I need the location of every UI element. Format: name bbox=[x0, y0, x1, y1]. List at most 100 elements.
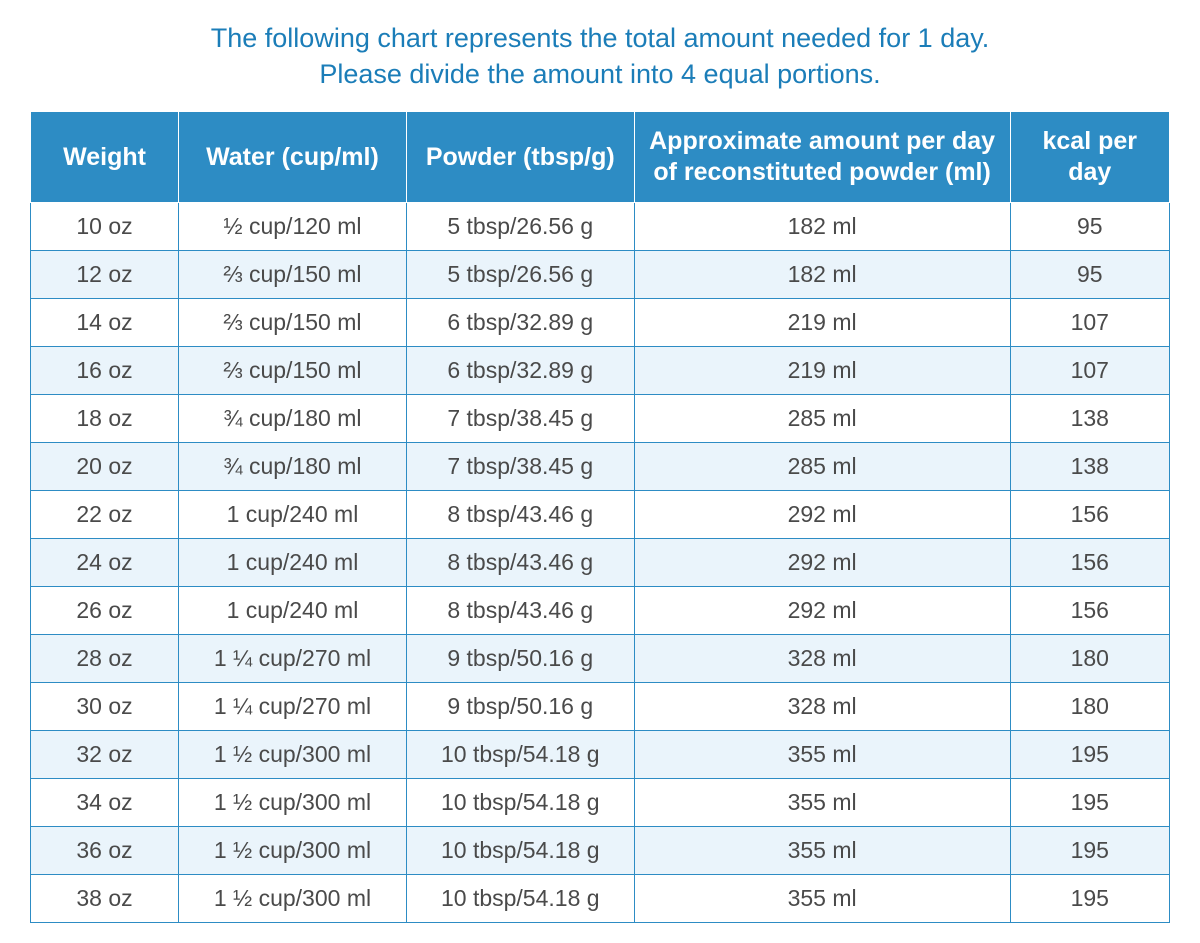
table-cell: 14 oz bbox=[31, 299, 179, 347]
table-row: 26 oz1 cup/240 ml8 tbsp/43.46 g292 ml156 bbox=[31, 587, 1170, 635]
table-cell: 328 ml bbox=[634, 635, 1010, 683]
table-row: 28 oz1 ¼ cup/270 ml9 tbsp/50.16 g328 ml1… bbox=[31, 635, 1170, 683]
table-header-row: Weight Water (cup/ml) Powder (tbsp/g) Ap… bbox=[31, 111, 1170, 203]
table-cell: 292 ml bbox=[634, 491, 1010, 539]
table-cell: ¾ cup/180 ml bbox=[179, 443, 407, 491]
table-cell: 10 tbsp/54.18 g bbox=[406, 827, 634, 875]
table-cell: 1 cup/240 ml bbox=[179, 491, 407, 539]
table-cell: 180 bbox=[1010, 635, 1169, 683]
table-cell: 1 cup/240 ml bbox=[179, 539, 407, 587]
table-cell: 32 oz bbox=[31, 731, 179, 779]
table-cell: 138 bbox=[1010, 395, 1169, 443]
table-cell: 1 ½ cup/300 ml bbox=[179, 731, 407, 779]
table-row: 24 oz1 cup/240 ml8 tbsp/43.46 g292 ml156 bbox=[31, 539, 1170, 587]
table-row: 38 oz1 ½ cup/300 ml10 tbsp/54.18 g355 ml… bbox=[31, 875, 1170, 923]
table-cell: 26 oz bbox=[31, 587, 179, 635]
col-header-reconstituted: Approximate amount per day of reconstitu… bbox=[634, 111, 1010, 203]
table-cell: 182 ml bbox=[634, 203, 1010, 251]
table-cell: 30 oz bbox=[31, 683, 179, 731]
table-cell: 38 oz bbox=[31, 875, 179, 923]
table-cell: 20 oz bbox=[31, 443, 179, 491]
table-cell: 285 ml bbox=[634, 395, 1010, 443]
table-cell: 24 oz bbox=[31, 539, 179, 587]
table-cell: 1 ½ cup/300 ml bbox=[179, 875, 407, 923]
table-cell: 22 oz bbox=[31, 491, 179, 539]
table-cell: 1 ¼ cup/270 ml bbox=[179, 635, 407, 683]
table-row: 36 oz1 ½ cup/300 ml10 tbsp/54.18 g355 ml… bbox=[31, 827, 1170, 875]
table-cell: 219 ml bbox=[634, 347, 1010, 395]
col-header-weight: Weight bbox=[31, 111, 179, 203]
table-cell: 292 ml bbox=[634, 539, 1010, 587]
table-row: 22 oz1 cup/240 ml8 tbsp/43.46 g292 ml156 bbox=[31, 491, 1170, 539]
table-cell: 355 ml bbox=[634, 827, 1010, 875]
table-cell: 1 ¼ cup/270 ml bbox=[179, 683, 407, 731]
table-cell: 156 bbox=[1010, 491, 1169, 539]
table-cell: 219 ml bbox=[634, 299, 1010, 347]
table-cell: 9 tbsp/50.16 g bbox=[406, 635, 634, 683]
table-row: 18 oz¾ cup/180 ml7 tbsp/38.45 g285 ml138 bbox=[31, 395, 1170, 443]
table-row: 12 oz⅔ cup/150 ml5 tbsp/26.56 g182 ml95 bbox=[31, 251, 1170, 299]
table-row: 34 oz1 ½ cup/300 ml10 tbsp/54.18 g355 ml… bbox=[31, 779, 1170, 827]
table-cell: ½ cup/120 ml bbox=[179, 203, 407, 251]
table-cell: ⅔ cup/150 ml bbox=[179, 347, 407, 395]
table-cell: 285 ml bbox=[634, 443, 1010, 491]
table-cell: 6 tbsp/32.89 g bbox=[406, 299, 634, 347]
table-cell: 34 oz bbox=[31, 779, 179, 827]
col-header-water: Water (cup/ml) bbox=[179, 111, 407, 203]
table-row: 30 oz1 ¼ cup/270 ml9 tbsp/50.16 g328 ml1… bbox=[31, 683, 1170, 731]
table-cell: 355 ml bbox=[634, 731, 1010, 779]
table-cell: 156 bbox=[1010, 587, 1169, 635]
table-cell: 355 ml bbox=[634, 779, 1010, 827]
table-cell: 328 ml bbox=[634, 683, 1010, 731]
table-cell: 156 bbox=[1010, 539, 1169, 587]
table-cell: 9 tbsp/50.16 g bbox=[406, 683, 634, 731]
chart-title-line2: Please divide the amount into 4 equal po… bbox=[319, 59, 880, 89]
table-row: 20 oz¾ cup/180 ml7 tbsp/38.45 g285 ml138 bbox=[31, 443, 1170, 491]
table-cell: 8 tbsp/43.46 g bbox=[406, 539, 634, 587]
table-cell: 95 bbox=[1010, 251, 1169, 299]
table-cell: 8 tbsp/43.46 g bbox=[406, 587, 634, 635]
table-cell: 6 tbsp/32.89 g bbox=[406, 347, 634, 395]
col-header-kcal: kcal per day bbox=[1010, 111, 1169, 203]
table-cell: 10 tbsp/54.18 g bbox=[406, 875, 634, 923]
table-cell: 18 oz bbox=[31, 395, 179, 443]
table-cell: 1 ½ cup/300 ml bbox=[179, 779, 407, 827]
table-cell: 1 cup/240 ml bbox=[179, 587, 407, 635]
table-cell: 195 bbox=[1010, 827, 1169, 875]
table-cell: 5 tbsp/26.56 g bbox=[406, 251, 634, 299]
table-row: 14 oz⅔ cup/150 ml6 tbsp/32.89 g219 ml107 bbox=[31, 299, 1170, 347]
feeding-table: Weight Water (cup/ml) Powder (tbsp/g) Ap… bbox=[30, 111, 1170, 924]
table-cell: 10 tbsp/54.18 g bbox=[406, 779, 634, 827]
table-row: 16 oz⅔ cup/150 ml6 tbsp/32.89 g219 ml107 bbox=[31, 347, 1170, 395]
table-cell: 16 oz bbox=[31, 347, 179, 395]
table-body: 10 oz½ cup/120 ml5 tbsp/26.56 g182 ml951… bbox=[31, 203, 1170, 923]
table-cell: 36 oz bbox=[31, 827, 179, 875]
table-cell: 95 bbox=[1010, 203, 1169, 251]
table-cell: 7 tbsp/38.45 g bbox=[406, 395, 634, 443]
table-cell: 107 bbox=[1010, 347, 1169, 395]
chart-title: The following chart represents the total… bbox=[30, 20, 1170, 93]
table-cell: 28 oz bbox=[31, 635, 179, 683]
table-cell: 195 bbox=[1010, 875, 1169, 923]
table-cell: 12 oz bbox=[31, 251, 179, 299]
table-row: 32 oz1 ½ cup/300 ml10 tbsp/54.18 g355 ml… bbox=[31, 731, 1170, 779]
chart-title-line1: The following chart represents the total… bbox=[211, 23, 989, 53]
table-cell: 10 tbsp/54.18 g bbox=[406, 731, 634, 779]
table-row: 10 oz½ cup/120 ml5 tbsp/26.56 g182 ml95 bbox=[31, 203, 1170, 251]
table-cell: 355 ml bbox=[634, 875, 1010, 923]
table-cell: 292 ml bbox=[634, 587, 1010, 635]
table-cell: ¾ cup/180 ml bbox=[179, 395, 407, 443]
table-cell: 180 bbox=[1010, 683, 1169, 731]
col-header-powder: Powder (tbsp/g) bbox=[406, 111, 634, 203]
table-cell: 195 bbox=[1010, 779, 1169, 827]
table-cell: 8 tbsp/43.46 g bbox=[406, 491, 634, 539]
table-cell: 182 ml bbox=[634, 251, 1010, 299]
table-cell: 5 tbsp/26.56 g bbox=[406, 203, 634, 251]
table-cell: 195 bbox=[1010, 731, 1169, 779]
table-cell: 107 bbox=[1010, 299, 1169, 347]
table-cell: 138 bbox=[1010, 443, 1169, 491]
table-cell: 10 oz bbox=[31, 203, 179, 251]
table-cell: 7 tbsp/38.45 g bbox=[406, 443, 634, 491]
table-cell: 1 ½ cup/300 ml bbox=[179, 827, 407, 875]
table-cell: ⅔ cup/150 ml bbox=[179, 299, 407, 347]
